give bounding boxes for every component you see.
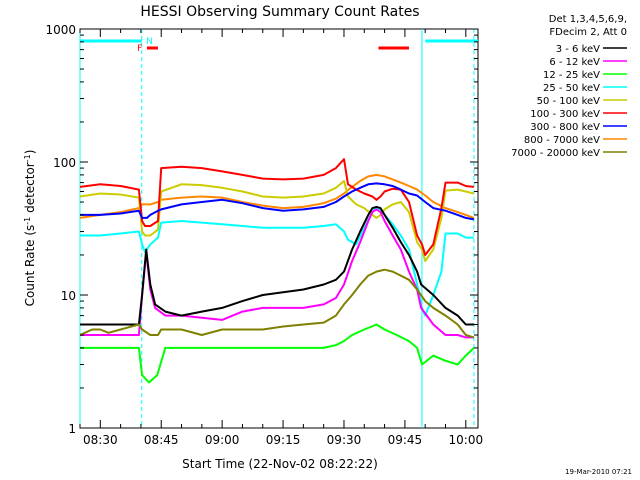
flag-marker-F: F [137, 44, 142, 54]
chart-title: HESSI Observing Summary Count Rates [140, 4, 419, 20]
x-axis-label: Start Time (22-Nov-02 08:22:22) [182, 457, 378, 471]
x-tick-label: 09:30 [327, 433, 362, 447]
flag-marker-N: N [146, 37, 153, 47]
series-line [80, 268, 475, 339]
x-tick-label: 08:30 [83, 433, 118, 447]
x-tick-label: 10:00 [449, 433, 484, 447]
y-axis-label-sup2: -1 [23, 154, 32, 162]
legend-label: 800 - 7000 keV [524, 135, 600, 146]
legend-label: 12 - 25 keV [543, 70, 600, 81]
legend-label: 50 - 100 keV [537, 96, 601, 107]
legend-label: 6 - 12 keV [549, 57, 600, 68]
y-tick-label: 1000 [45, 23, 76, 37]
y-tick-label: 10 [61, 289, 76, 303]
legend-label: 25 - 50 keV [543, 83, 600, 94]
series-line [80, 205, 474, 326]
series-line [80, 182, 475, 221]
y-tick-label: 1 [68, 422, 76, 436]
y-axis-label-main: Count Rate (s [23, 225, 37, 307]
legend: Det 1,3,4,5,6,9, FDecim 2, Att 0 3 - 6 k… [511, 14, 627, 159]
series-layer [80, 158, 475, 384]
y-axis-label-sup1: -1 [23, 217, 32, 225]
y-axis-label-end: ) [23, 150, 37, 155]
series-line [80, 173, 475, 219]
series-line [80, 323, 475, 384]
y-axis-label-mid: detector [23, 162, 37, 217]
x-tick-label: 09:45 [388, 433, 423, 447]
x-tick-label: 08:45 [144, 433, 179, 447]
x-tick-label: 09:00 [205, 433, 240, 447]
legend-header-line-1: Det 1,3,4,5,6,9, [549, 14, 627, 25]
y-tick-label: 100 [53, 156, 76, 170]
plot-area: FN [79, 28, 479, 429]
legend-label: 7000 - 20000 keV [511, 148, 600, 159]
legend-label: 100 - 300 keV [530, 109, 600, 120]
generation-timestamp: 19-Mar-2010 07:21 [565, 468, 632, 476]
series-line [80, 158, 475, 256]
x-tick-label: 09:15 [266, 433, 301, 447]
legend-label: 3 - 6 keV [556, 44, 600, 55]
y-axis-label: Count Rate (s-1 detector-1) [23, 150, 38, 307]
legend-items: 3 - 6 keV 6 - 12 keV 12 - 25 keV 25 - 50 ke… [511, 44, 627, 159]
axes: 08:30 08:45 09:00 09:15 09:30 09:45 10:00 1 10 10… [45, 23, 483, 447]
legend-header-line-2: FDecim 2, Att 0 [549, 27, 627, 38]
legend-label: 300 - 800 keV [530, 122, 600, 133]
series-line [80, 180, 475, 262]
